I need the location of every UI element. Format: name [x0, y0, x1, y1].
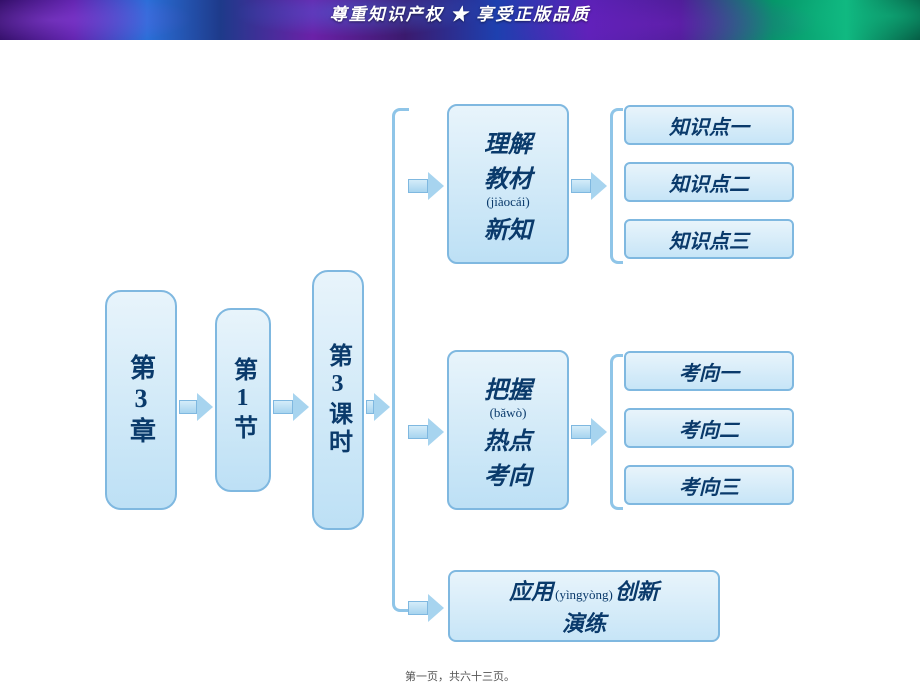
banner-header: 尊重知识产权 ★ 享受正版品质	[0, 0, 920, 40]
arrow-a7	[571, 172, 607, 200]
node-n1: 第3章	[105, 290, 177, 510]
node-line: 新知	[484, 210, 532, 245]
node-l4: 考向一	[624, 351, 794, 391]
arrow-a5	[408, 418, 444, 446]
node-l3: 知识点三	[624, 219, 794, 259]
brace-b1	[392, 108, 409, 612]
node-l6: 考向三	[624, 465, 794, 505]
node-line: 考向	[484, 456, 532, 491]
node-line: 演练	[562, 606, 606, 638]
pinyin: (jiàocái)	[486, 194, 529, 210]
page-footer: 第一页，共六十三页。	[0, 668, 920, 684]
node-l2: 知识点二	[624, 162, 794, 202]
node-n6: 应用(yìngyòng)创新演练	[448, 570, 720, 642]
arrow-a1	[179, 393, 213, 421]
node-line: 理解	[484, 124, 532, 159]
brace-b2	[610, 108, 623, 264]
node-line: 教材	[484, 159, 532, 194]
brace-b3	[610, 354, 623, 510]
pinyin: (bǎwò)	[490, 405, 527, 421]
node-line: 应用(yìngyòng)创新	[509, 574, 659, 606]
arrow-a4	[408, 172, 444, 200]
arrow-a3	[366, 393, 390, 421]
flowchart-canvas: 第3章第1节第3课时理解教材(jiàocái)新知把握(bǎwò)热点考向应用(…	[0, 40, 920, 660]
banner-title: 尊重知识产权 ★ 享受正版品质	[0, 0, 920, 30]
node-n2: 第1节	[215, 308, 271, 492]
node-line: 把握	[484, 370, 532, 405]
arrow-a6	[408, 594, 444, 622]
node-n4: 理解教材(jiàocái)新知	[447, 104, 569, 264]
node-text: 第3章	[123, 354, 160, 447]
node-n5: 把握(bǎwò)热点考向	[447, 350, 569, 510]
node-l5: 考向二	[624, 408, 794, 448]
node-n3: 第3课时	[312, 270, 364, 530]
pinyin: (yìngyòng)	[555, 587, 613, 603]
node-text: 第1节	[226, 357, 261, 443]
node-l1: 知识点一	[624, 105, 794, 145]
node-line: 热点	[484, 421, 532, 456]
node-text: 第3课时	[321, 343, 356, 457]
arrow-a2	[273, 393, 309, 421]
arrow-a8	[571, 418, 607, 446]
